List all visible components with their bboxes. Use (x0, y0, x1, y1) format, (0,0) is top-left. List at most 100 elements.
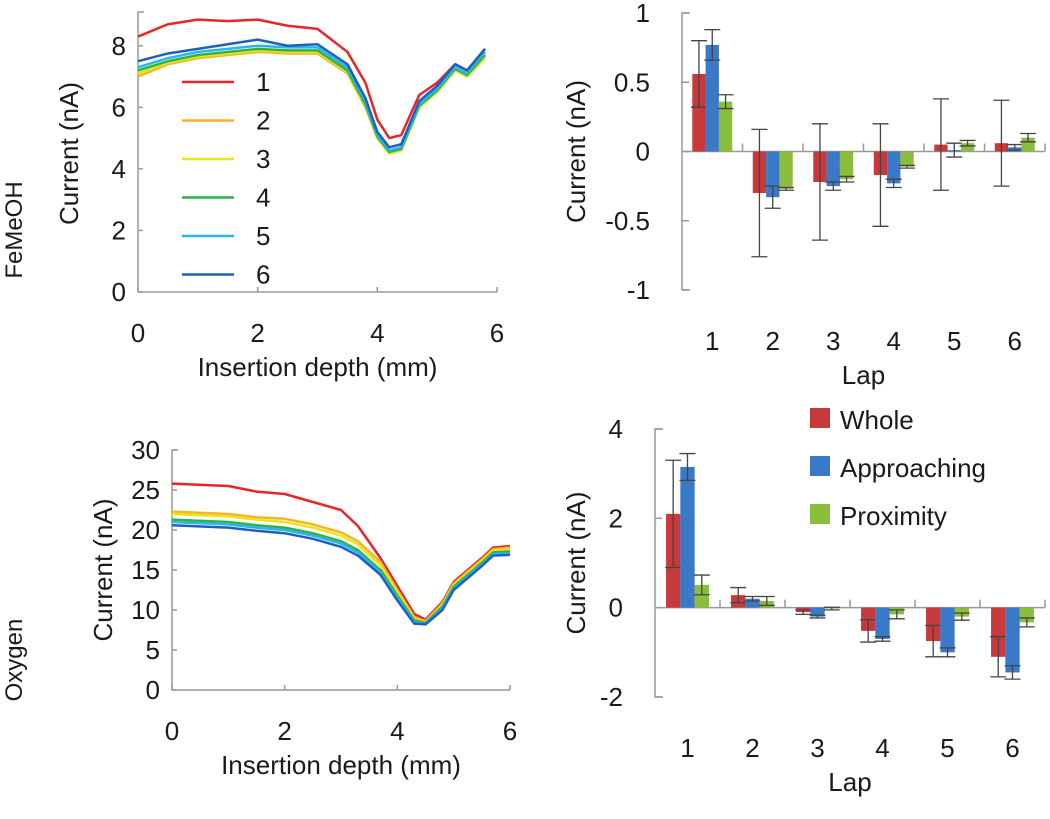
x-axis-label: Insertion depth (mm) (221, 750, 461, 780)
error-bar (1006, 143, 1023, 151)
y-tick-label: 8 (112, 31, 126, 61)
series-line-5 (171, 520, 511, 625)
error-bar (959, 139, 976, 147)
error-bar (872, 123, 889, 227)
error-bar (823, 606, 840, 611)
y-tick-label: 15 (131, 555, 160, 585)
bar-proximity-lap-5 (954, 607, 969, 617)
bar-approaching-lap-3 (810, 607, 825, 617)
y-axis-label: Current (nA) (54, 82, 84, 225)
x-tick-label: 6 (490, 318, 504, 348)
x-tick-label: 4 (370, 318, 384, 348)
bar-approaching-lap-4 (875, 607, 890, 639)
error-bar (888, 609, 905, 620)
error-bar (899, 164, 916, 169)
row-label: FeMeOH (1, 181, 28, 278)
error-bar (665, 459, 682, 569)
y-tick-label: 4 (609, 414, 623, 444)
series-line-2 (137, 50, 486, 155)
y-tick-label: 30 (131, 435, 160, 465)
legend-swatch-approaching (810, 456, 830, 476)
series-line-1 (171, 482, 511, 621)
error-bar (946, 142, 963, 158)
x-tick-label: 5 (947, 326, 961, 356)
y-tick-label: 0 (112, 277, 126, 307)
y-tick-label: -2 (600, 682, 623, 712)
y-tick-label: 0.5 (614, 67, 650, 97)
series-line-4 (137, 47, 486, 154)
bar-approaching-lap-1 (705, 44, 719, 152)
error-bar (990, 636, 1007, 678)
error-bar (795, 609, 812, 616)
row-label: Oxygen (1, 619, 28, 702)
bar-chart-femeoh: -1 -0.5 0 0.5 1 1 2 3 4 5 6 Lap Current (nA) (561, 0, 1046, 390)
bar-proximity-lap-4 (900, 151, 914, 167)
error-bar (679, 452, 696, 482)
y-tick-label: 5 (146, 635, 160, 665)
bar-approaching-lap-1 (680, 466, 695, 608)
x-tick-label: 2 (766, 326, 780, 356)
series-line-3 (171, 512, 511, 624)
error-bar (690, 40, 707, 108)
x-tick-label: 3 (826, 326, 840, 356)
error-bar (1018, 617, 1035, 628)
bar-proximity-lap-5 (960, 143, 975, 152)
legend-label: Proximity (840, 501, 947, 531)
y-tick-label: 20 (131, 515, 160, 545)
x-axis-label: Insertion depth (mm) (198, 352, 438, 382)
y-tick-label: 25 (131, 475, 160, 505)
bar-approaching-lap-3 (826, 151, 840, 187)
y-tick-label: 0 (636, 137, 650, 167)
bar-approaching-lap-2 (745, 598, 760, 608)
legend-label: Whole (840, 405, 914, 435)
y-tick-label: -0.5 (605, 206, 650, 236)
x-tick-label: 5 (940, 733, 954, 763)
y-tick-label: -1 (627, 275, 650, 305)
x-tick-label: 1 (680, 733, 694, 763)
bar-whole-lap-6 (991, 607, 1006, 657)
x-axis-label: Lap (842, 360, 885, 390)
series-line-5 (137, 44, 486, 152)
bar-whole-lap-1 (692, 73, 706, 152)
error-bar (730, 586, 747, 604)
bar-approaching-lap-4 (887, 151, 901, 184)
y-tick-label: 10 (131, 595, 160, 625)
error-bar (874, 636, 891, 642)
series-line-3 (137, 49, 486, 155)
error-bar (925, 624, 942, 658)
x-tick-label: 4 (875, 733, 889, 763)
error-bar (778, 186, 795, 191)
y-axis-label: Current (nA) (88, 498, 118, 641)
bar-proximity-lap-6 (1019, 607, 1034, 623)
legend-label: 6 (256, 260, 270, 290)
error-bar (809, 614, 826, 619)
error-bar (885, 178, 902, 189)
bar-proximity-lap-3 (839, 151, 854, 180)
error-bar (939, 647, 956, 658)
error-bar (1004, 665, 1021, 680)
x-tick-label: 2 (250, 318, 264, 348)
y-tick-label: 6 (112, 92, 126, 122)
error-bar (811, 123, 828, 241)
legend-label: 4 (256, 183, 270, 213)
y-axis-label: Current (nA) (561, 80, 591, 223)
series-line-6 (137, 38, 486, 149)
x-tick-label: 0 (131, 318, 145, 348)
error-bar (993, 99, 1010, 187)
x-tick-label: 6 (503, 716, 517, 746)
error-bar (953, 612, 970, 621)
error-bar (751, 128, 768, 258)
bar-chart-oxygen: -2 0 2 4 1 2 3 4 5 6 Lap Current (nA) Whole Approachi… (561, 405, 1046, 797)
error-bar (758, 595, 775, 607)
axis-lines (137, 11, 497, 293)
legend-label: 1 (256, 67, 270, 97)
series-line-1 (137, 18, 486, 140)
bar-proximity-lap-1 (694, 584, 709, 608)
bar-proximity-lap-6 (1021, 137, 1035, 152)
legend-swatch-proximity (810, 504, 830, 524)
bar-proximity-lap-1 (718, 101, 733, 152)
error-bar (860, 619, 877, 643)
error-bar (932, 98, 949, 191)
y-tick-label: 2 (609, 503, 623, 533)
